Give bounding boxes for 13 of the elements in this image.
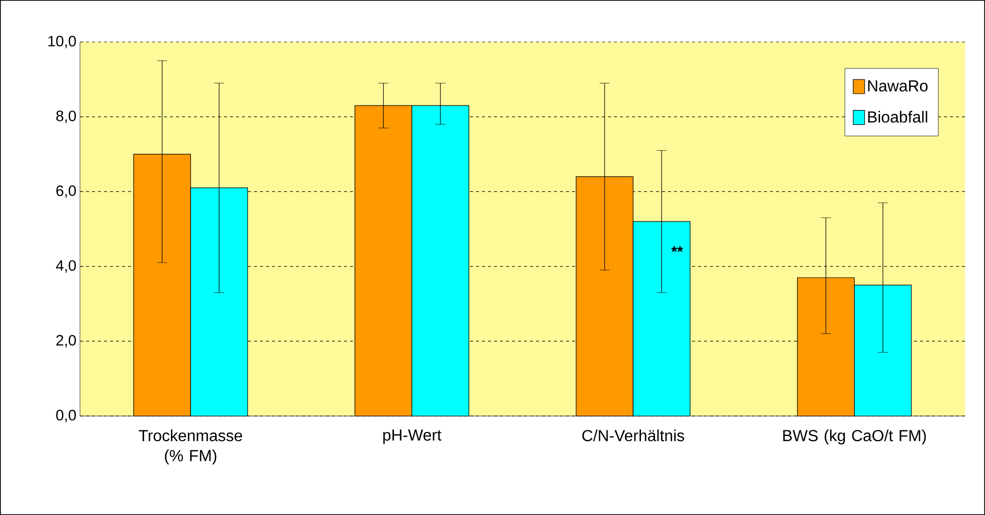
x-tick-label: BWS (kg CaO/t FM): [783, 430, 926, 444]
legend-label: Bioabfall: [868, 110, 928, 123]
annotation: **: [671, 246, 683, 252]
x-tick-label: Trockenmasse (% FM): [138, 430, 242, 464]
x-tick-label: pH-Wert: [383, 430, 442, 444]
y-tick-label: 0,0: [56, 410, 76, 422]
y-tick-label: 6,0: [56, 185, 76, 198]
legend-label: NawaRo: [868, 80, 928, 92]
y-tick-label: 10,0: [48, 36, 76, 48]
y-tick-label: 8,0: [56, 110, 76, 123]
y-tick-label: 2,0: [56, 335, 76, 348]
y-tick-label: 4,0: [56, 260, 76, 273]
x-tick-label: C/N-Verhältnis: [582, 430, 684, 442]
